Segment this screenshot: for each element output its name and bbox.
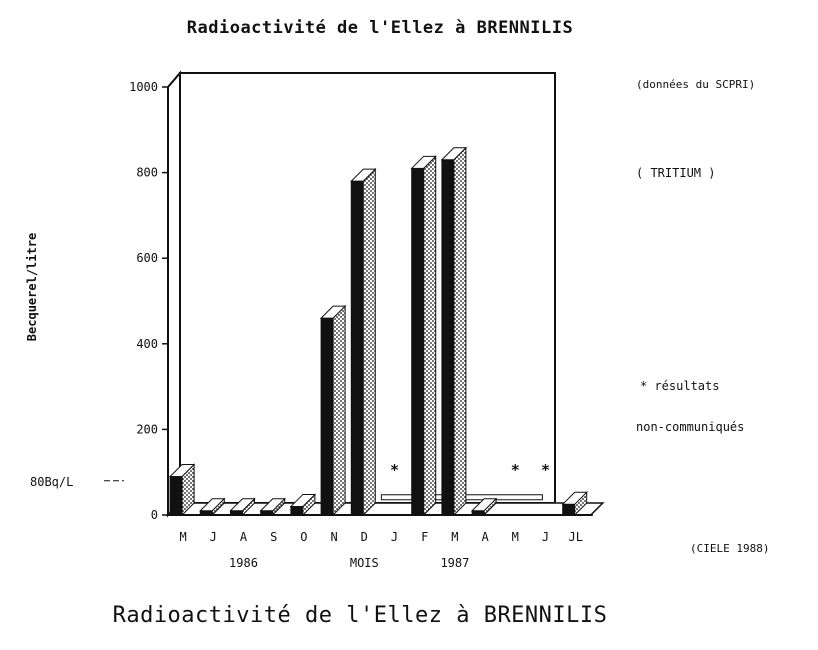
x-tick-label: D bbox=[361, 530, 368, 544]
bar-top bbox=[259, 498, 286, 512]
bar-side bbox=[453, 146, 467, 517]
bar bbox=[229, 497, 256, 517]
not-communicated-marker: * bbox=[390, 461, 399, 479]
bar-top bbox=[561, 491, 588, 505]
credit-note: (CIELE 1988) bbox=[690, 542, 770, 555]
bar-side bbox=[423, 155, 437, 517]
y-tick-label: 1000 bbox=[129, 80, 158, 94]
bar-front bbox=[471, 510, 485, 516]
bar-side bbox=[362, 167, 376, 517]
year-label: 1987 bbox=[440, 556, 469, 570]
bar bbox=[470, 497, 498, 517]
star-note-line1: * résultats bbox=[640, 379, 720, 393]
x-tick-label: J bbox=[542, 530, 549, 544]
bar-top bbox=[350, 168, 377, 182]
chart-caption: Radioactivité de l'Ellez à BRENNILIS bbox=[112, 603, 608, 628]
x-tick-label: N bbox=[330, 530, 337, 544]
bar-front bbox=[411, 167, 425, 516]
left-wall bbox=[167, 70, 181, 518]
bar-top bbox=[289, 493, 317, 507]
x-tick-label: J bbox=[210, 530, 217, 544]
x-tick-label: O bbox=[300, 530, 307, 544]
bar-front bbox=[199, 510, 213, 516]
x-tick-label: F bbox=[421, 530, 428, 544]
x-tick-label: JL bbox=[568, 530, 582, 544]
bar-front bbox=[350, 180, 364, 516]
bar-front bbox=[290, 505, 304, 516]
y-tick-label: 400 bbox=[136, 337, 158, 351]
reference-line-label: 80Bq/L bbox=[30, 475, 73, 489]
bar bbox=[410, 155, 437, 517]
x-tick-label: J bbox=[391, 530, 398, 544]
bar bbox=[168, 463, 196, 517]
year-label: 1986 bbox=[229, 556, 258, 570]
bar bbox=[561, 491, 588, 517]
star-note-line2: non-communiqués bbox=[636, 420, 745, 434]
bar-top bbox=[470, 498, 498, 512]
bar bbox=[319, 304, 347, 517]
bar bbox=[289, 493, 317, 517]
bar-side bbox=[332, 304, 346, 517]
y-tick-label: 200 bbox=[136, 422, 158, 436]
x-axis-label: MOIS bbox=[350, 556, 379, 570]
y-tick-label: 600 bbox=[136, 251, 158, 265]
bar bbox=[199, 497, 226, 517]
bar-front bbox=[169, 475, 183, 516]
x-tick-label: M bbox=[179, 530, 186, 544]
chart-title: Radioactivité de l'Ellez à BRENNILIS bbox=[186, 18, 574, 38]
y-tick-label: 0 bbox=[151, 508, 158, 522]
x-tick-label: M bbox=[512, 530, 519, 544]
x-tick-label: A bbox=[240, 530, 248, 544]
bar-top bbox=[168, 463, 196, 477]
x-tick-label: M bbox=[451, 530, 458, 544]
bar-front bbox=[562, 503, 576, 516]
bar-top bbox=[229, 498, 256, 512]
substance-note: ( TRITIUM ) bbox=[636, 166, 716, 180]
bar-top bbox=[319, 305, 347, 319]
bar-front bbox=[230, 510, 243, 516]
not-communicated-marker: * bbox=[541, 461, 550, 479]
source-note: (données du SCPRI) bbox=[636, 78, 756, 91]
bar-front bbox=[260, 510, 274, 516]
bar-top bbox=[440, 147, 468, 161]
not-communicated-marker: * bbox=[511, 461, 520, 479]
bar-front bbox=[441, 159, 455, 516]
y-tick-label: 800 bbox=[136, 166, 158, 180]
bar bbox=[350, 167, 377, 517]
bar bbox=[259, 497, 286, 517]
x-tick-label: S bbox=[270, 530, 277, 544]
x-tick-label: A bbox=[481, 530, 489, 544]
bar-front bbox=[320, 317, 334, 516]
bar-top bbox=[199, 498, 226, 512]
bar bbox=[440, 146, 468, 517]
bar-top bbox=[410, 155, 437, 169]
